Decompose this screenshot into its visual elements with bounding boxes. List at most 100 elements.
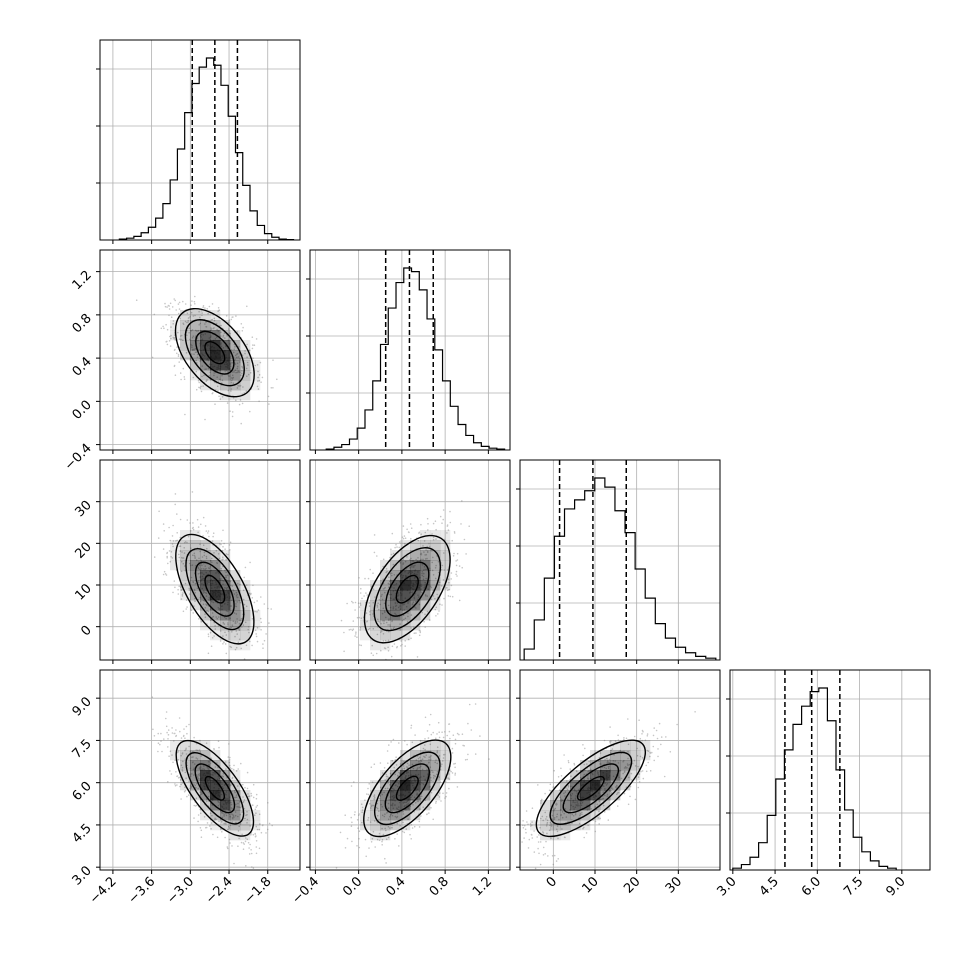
density-cell	[380, 590, 391, 601]
density-cell	[210, 380, 221, 391]
density-cell	[390, 580, 401, 591]
density-cell	[550, 800, 561, 811]
density-cell	[600, 780, 611, 791]
x-tick-label: 6.0	[799, 874, 824, 899]
density-cell	[200, 620, 211, 631]
density-cell	[190, 320, 201, 331]
density-cell	[230, 620, 241, 631]
density-cell	[610, 790, 621, 801]
density-cell	[440, 540, 451, 551]
density-cell	[420, 530, 431, 541]
density-cell	[230, 630, 241, 641]
density-cell	[200, 590, 211, 601]
density-cell	[410, 810, 421, 821]
density-cell	[240, 610, 251, 621]
density-cell	[220, 820, 231, 831]
density-cell	[200, 780, 211, 791]
density-cell	[420, 540, 431, 551]
density-cell	[210, 560, 221, 571]
contour-line	[373, 547, 442, 632]
density-cell	[210, 760, 221, 771]
density-cell	[550, 830, 561, 841]
density-cell	[230, 570, 241, 581]
density-cell	[400, 610, 411, 621]
density-cell	[220, 600, 231, 611]
panel-frame	[309, 249, 511, 451]
y-tick-label: 7.5	[70, 737, 95, 762]
density-cell	[630, 770, 641, 781]
density-cell	[220, 570, 231, 581]
density-cell	[190, 760, 201, 771]
panel-frame	[309, 459, 511, 661]
contour-line	[195, 330, 235, 375]
panel-frame	[99, 459, 301, 661]
density-cell	[250, 380, 261, 391]
density-cell	[440, 560, 451, 571]
density-cell	[620, 760, 631, 771]
density-cell	[230, 370, 241, 381]
density-cell	[390, 820, 401, 831]
density-cell	[390, 570, 401, 581]
density-cell	[370, 780, 381, 791]
density-cell	[200, 570, 211, 581]
density-cell	[560, 800, 571, 811]
density-cell	[410, 540, 421, 551]
density-cell	[190, 600, 201, 611]
density-cell	[220, 370, 231, 381]
density-cell	[220, 560, 231, 571]
density-cell	[560, 780, 571, 791]
density-cell	[420, 590, 431, 601]
density-cell	[210, 770, 221, 781]
contour-line	[185, 752, 245, 825]
density-cell	[600, 770, 611, 781]
scatter-panel-p0-p1: −0.4 0.0 0.4 0.8 1.2	[62, 249, 301, 474]
density-cell	[410, 770, 421, 781]
density-cell	[410, 800, 421, 811]
contour-line	[385, 561, 430, 617]
density-cell	[360, 600, 371, 611]
density-cell	[230, 780, 241, 791]
hist-panel-p0	[96, 39, 301, 244]
x-tick-label: −1.8	[242, 874, 275, 907]
density-cell	[570, 790, 581, 801]
density-cell	[630, 750, 641, 761]
density-cell	[360, 630, 371, 641]
density-cell	[560, 830, 571, 841]
density-cell	[430, 590, 441, 601]
x-tick-label: −3.6	[126, 874, 159, 907]
density-cell	[400, 580, 411, 591]
density-cell	[440, 550, 451, 561]
density-cell	[230, 390, 241, 401]
density-cell	[390, 610, 401, 621]
density-cell	[570, 770, 581, 781]
density-cell	[240, 820, 251, 831]
density-cell	[400, 590, 411, 601]
hist-panel-p2	[516, 459, 721, 664]
density-cell	[250, 820, 261, 831]
density-cell	[210, 630, 221, 641]
density-layer	[521, 711, 696, 870]
contour-line	[374, 751, 441, 826]
density-cell	[170, 740, 181, 751]
density-cell	[230, 590, 241, 601]
density-cell	[410, 560, 421, 571]
density-cell	[640, 740, 651, 751]
density-cell	[230, 330, 241, 341]
panel-frame	[99, 669, 301, 871]
density-cell	[200, 600, 211, 611]
density-cell	[230, 790, 241, 801]
contour-line	[175, 739, 255, 837]
contour-line	[535, 739, 647, 838]
density-cell	[630, 740, 641, 751]
density-cell	[240, 360, 251, 371]
density-cell	[220, 790, 231, 801]
contour-line	[194, 763, 236, 814]
density-cell	[610, 750, 621, 761]
density-cell	[200, 540, 211, 551]
density-cell	[240, 590, 251, 601]
density-cell	[430, 780, 441, 791]
density-cell	[580, 800, 591, 811]
panel-frame	[99, 39, 301, 241]
density-cell	[180, 740, 191, 751]
